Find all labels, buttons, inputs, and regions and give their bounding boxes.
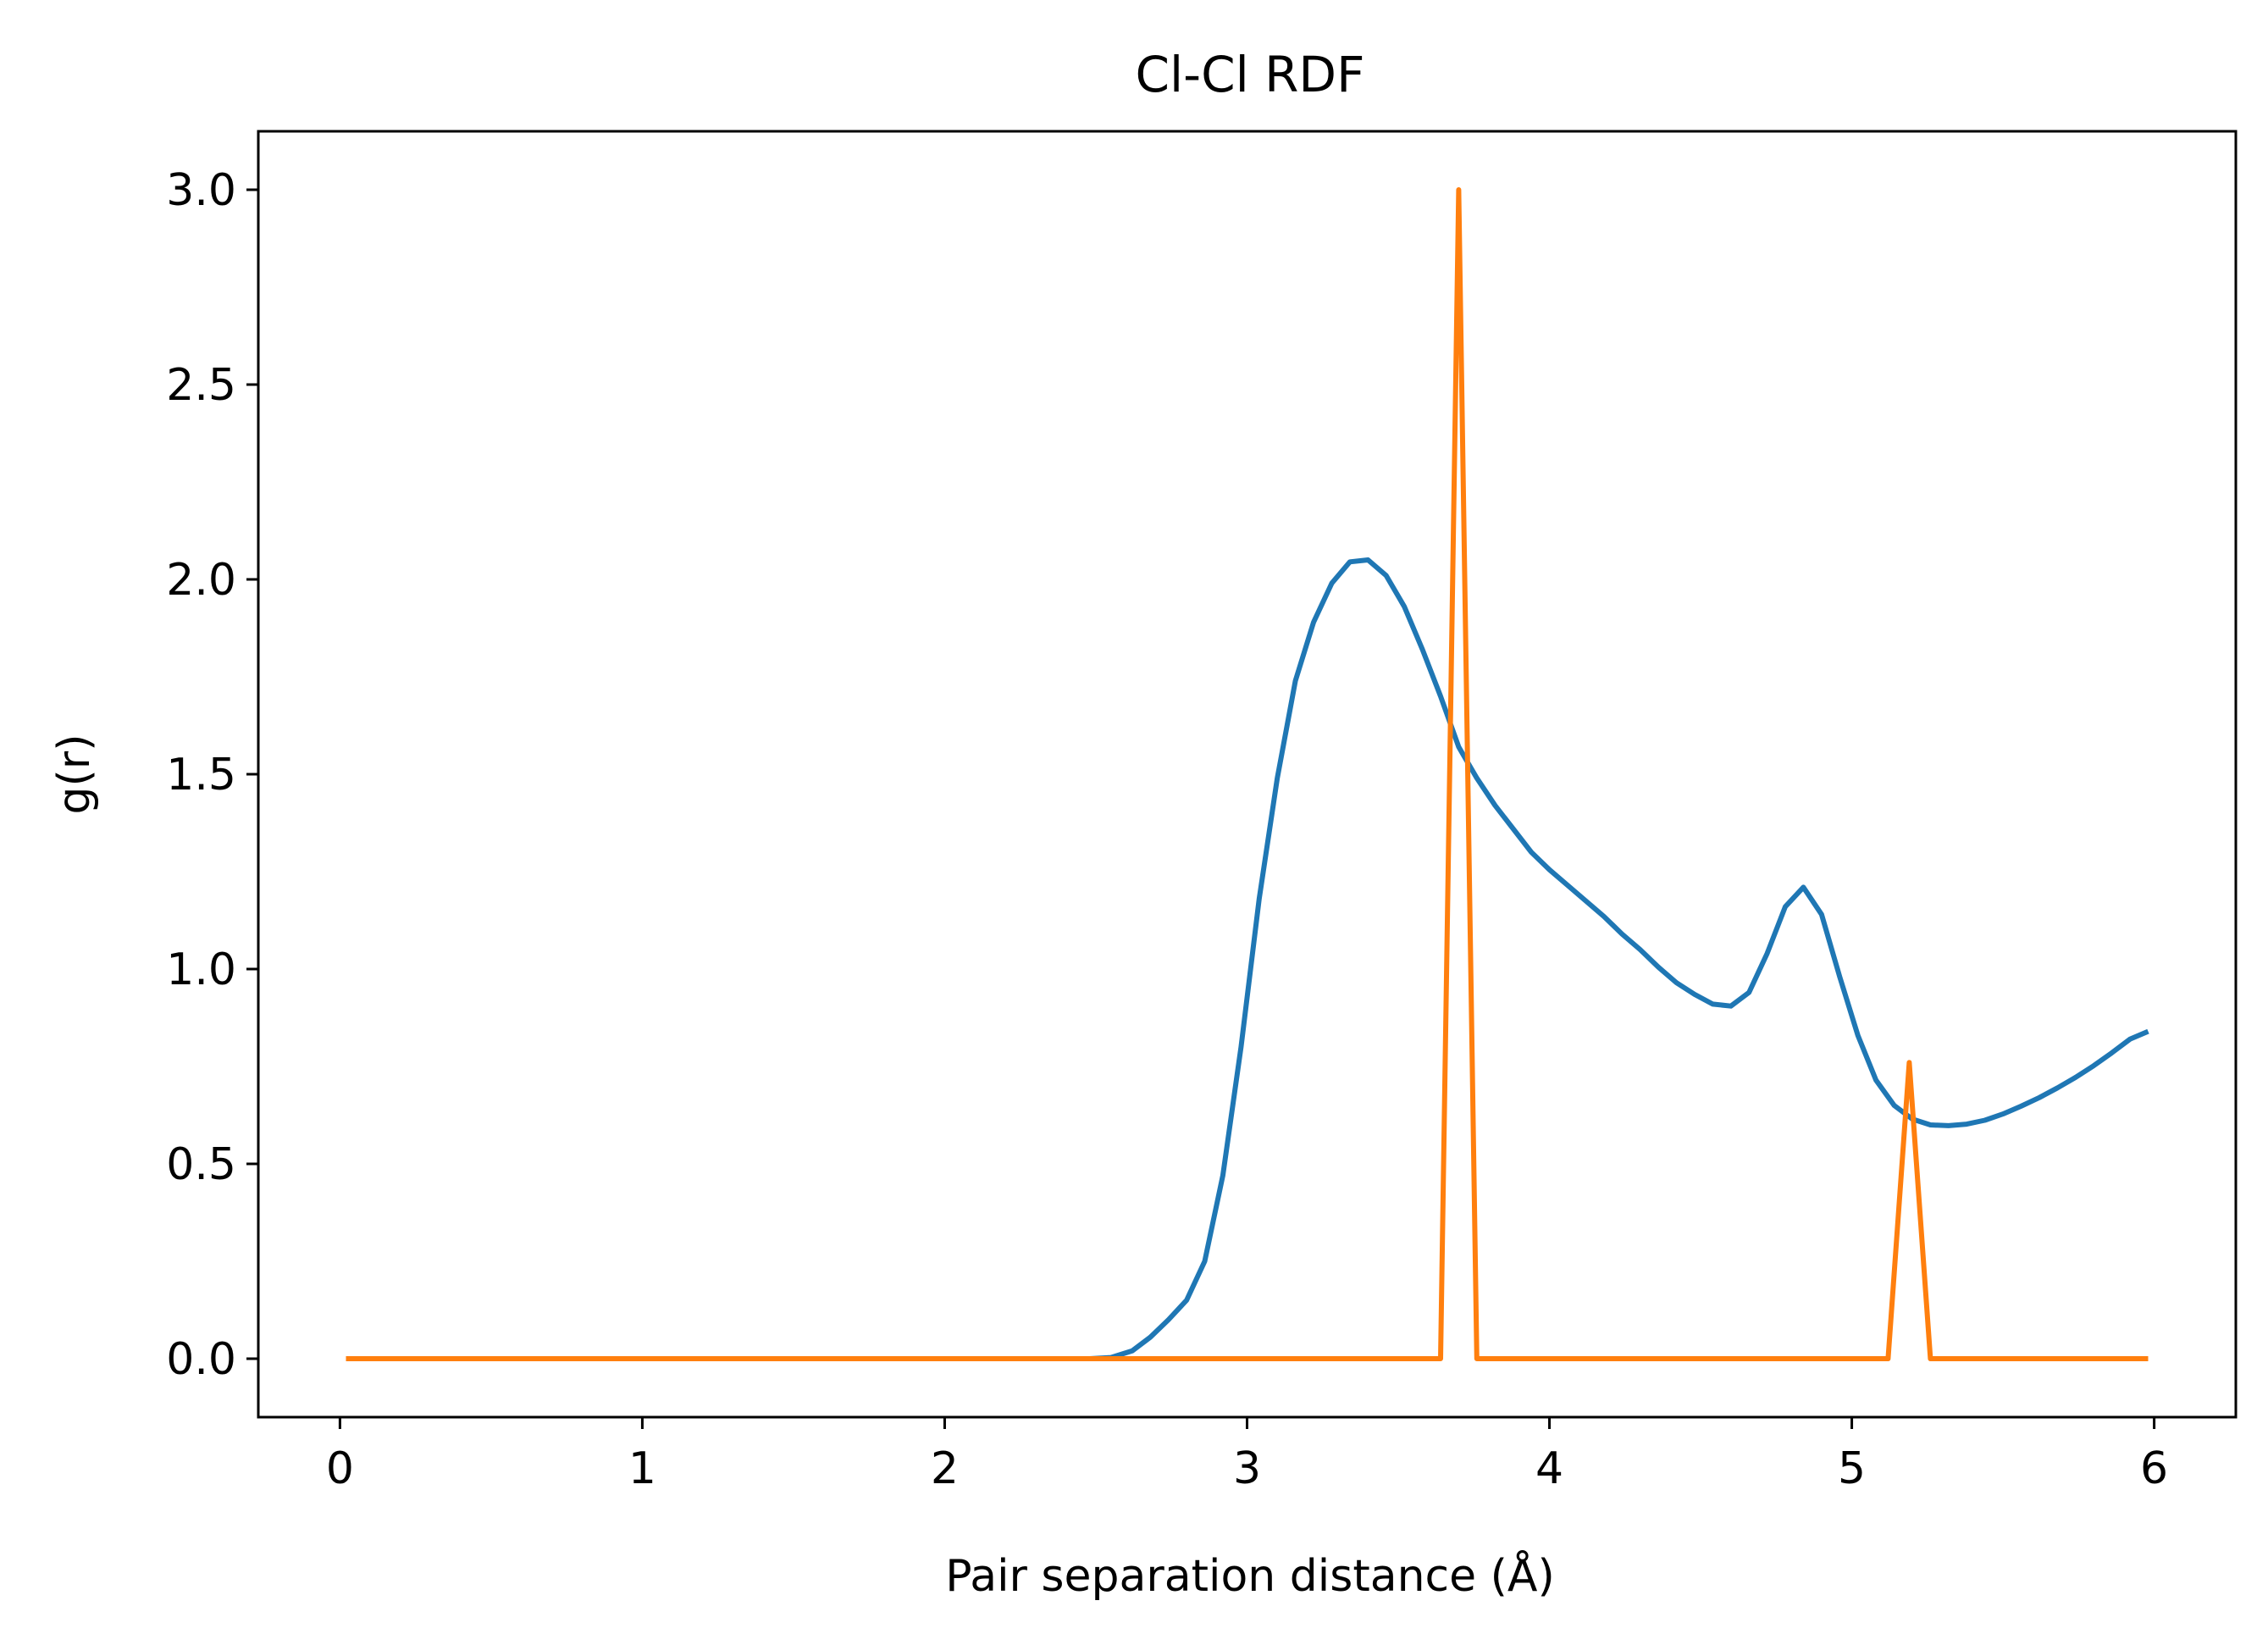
x-tick-label: 2 — [931, 1443, 959, 1494]
y-tick-label: 0.5 — [166, 1139, 236, 1190]
x-tick-label: 5 — [1838, 1443, 1866, 1494]
y-tick-label: 0.0 — [166, 1334, 236, 1385]
x-tick-label: 4 — [1535, 1443, 1563, 1494]
x-tick-label: 1 — [628, 1443, 656, 1494]
series-line-2 — [346, 187, 2149, 1361]
y-tick-label: 1.0 — [166, 944, 236, 995]
y-axis: 0.0 0.5 1.0 1.5 2.0 2.5 3.0 — [166, 165, 258, 1385]
y-tick-label: 3.0 — [166, 165, 236, 216]
chart-title: Cl-Cl RDF — [1136, 46, 1365, 103]
y-tick-label: 2.5 — [166, 360, 236, 411]
x-axis-label: Pair separation distance (Å) — [945, 1549, 1555, 1602]
x-tick-label: 3 — [1233, 1443, 1261, 1494]
series-line-1 — [346, 557, 2149, 1361]
y-axis-label: g(r) — [49, 734, 100, 815]
x-axis: 0 1 2 3 4 5 6 — [326, 1417, 2168, 1494]
x-tick-label: 0 — [326, 1443, 354, 1494]
plot-area — [346, 187, 2149, 1361]
y-tick-label: 1.5 — [166, 750, 236, 800]
x-tick-label: 6 — [2140, 1443, 2168, 1494]
y-tick-label: 2.0 — [166, 555, 236, 606]
